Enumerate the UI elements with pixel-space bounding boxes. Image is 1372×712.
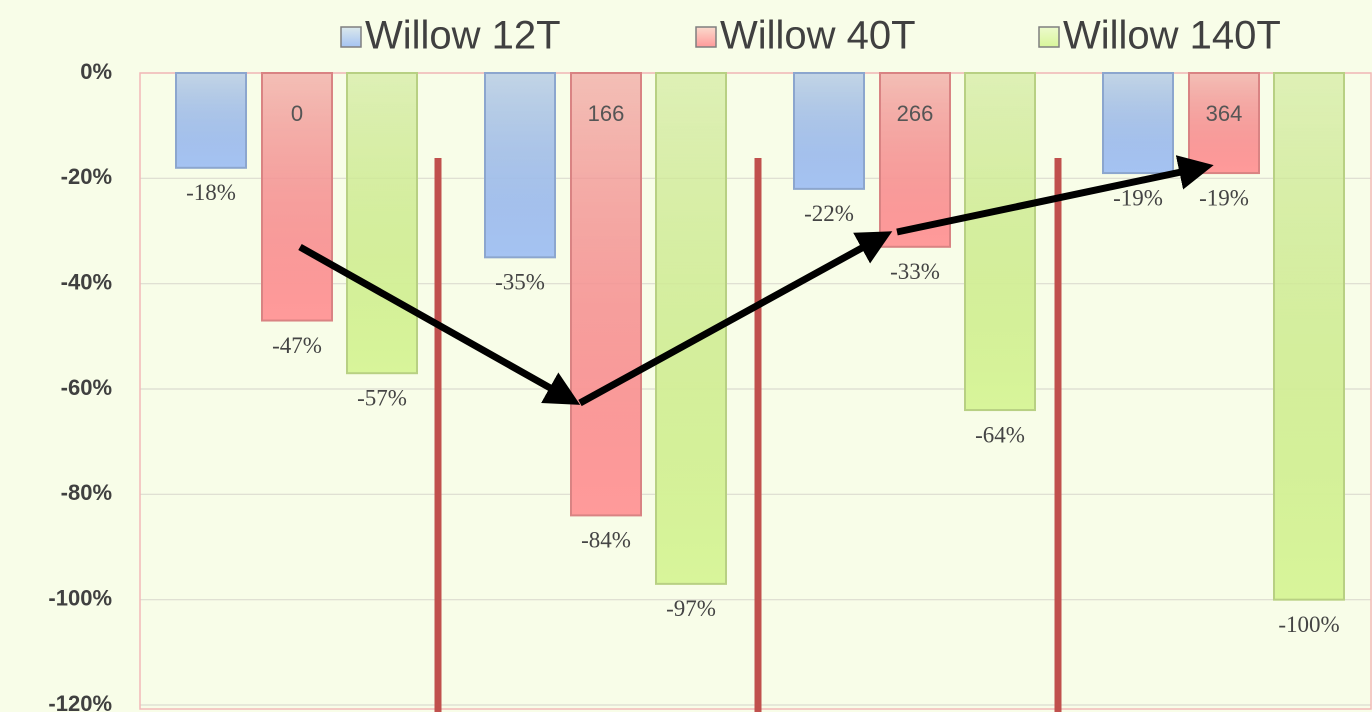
data-label: -84% xyxy=(581,528,631,553)
legend: Willow 12T Willow 40T Willow 140T xyxy=(340,14,1281,58)
data-label: -57% xyxy=(357,385,407,410)
category-label: 0 xyxy=(291,101,303,126)
legend-swatch xyxy=(1038,26,1060,48)
category-label: 166 xyxy=(588,101,625,126)
trend-arrows xyxy=(298,155,1214,407)
y-tick-label: 0% xyxy=(80,59,112,84)
y-tick-label: -80% xyxy=(61,480,112,505)
arrow xyxy=(298,243,581,405)
data-label: -64% xyxy=(975,422,1025,447)
data-label: -33% xyxy=(890,259,940,284)
legend-swatch xyxy=(340,26,362,48)
legend-label: Willow 140T xyxy=(1063,14,1281,58)
legend-label: Willow 12T xyxy=(365,14,561,58)
data-label: -19% xyxy=(1113,185,1163,210)
y-tick-label: -120% xyxy=(48,691,112,712)
y-tick-label: -100% xyxy=(48,585,112,610)
data-label: -35% xyxy=(495,270,545,295)
y-tick-label: -40% xyxy=(61,269,112,294)
data-label: -19% xyxy=(1199,185,1249,210)
data-label: -22% xyxy=(804,201,854,226)
separators xyxy=(434,158,1062,712)
y-tick-label: -20% xyxy=(61,164,112,189)
legend-label: Willow 40T xyxy=(720,14,916,58)
data-label: -97% xyxy=(666,596,716,621)
data-label: -47% xyxy=(272,333,322,358)
y-tick-label: -60% xyxy=(61,375,112,400)
data-label: -18% xyxy=(186,180,236,205)
data-label: -100% xyxy=(1278,612,1339,637)
legend-swatch xyxy=(695,26,717,48)
category-label: 266 xyxy=(897,101,934,126)
arrow xyxy=(578,231,893,407)
arrow xyxy=(896,155,1214,236)
category-label: 364 xyxy=(1206,101,1243,126)
